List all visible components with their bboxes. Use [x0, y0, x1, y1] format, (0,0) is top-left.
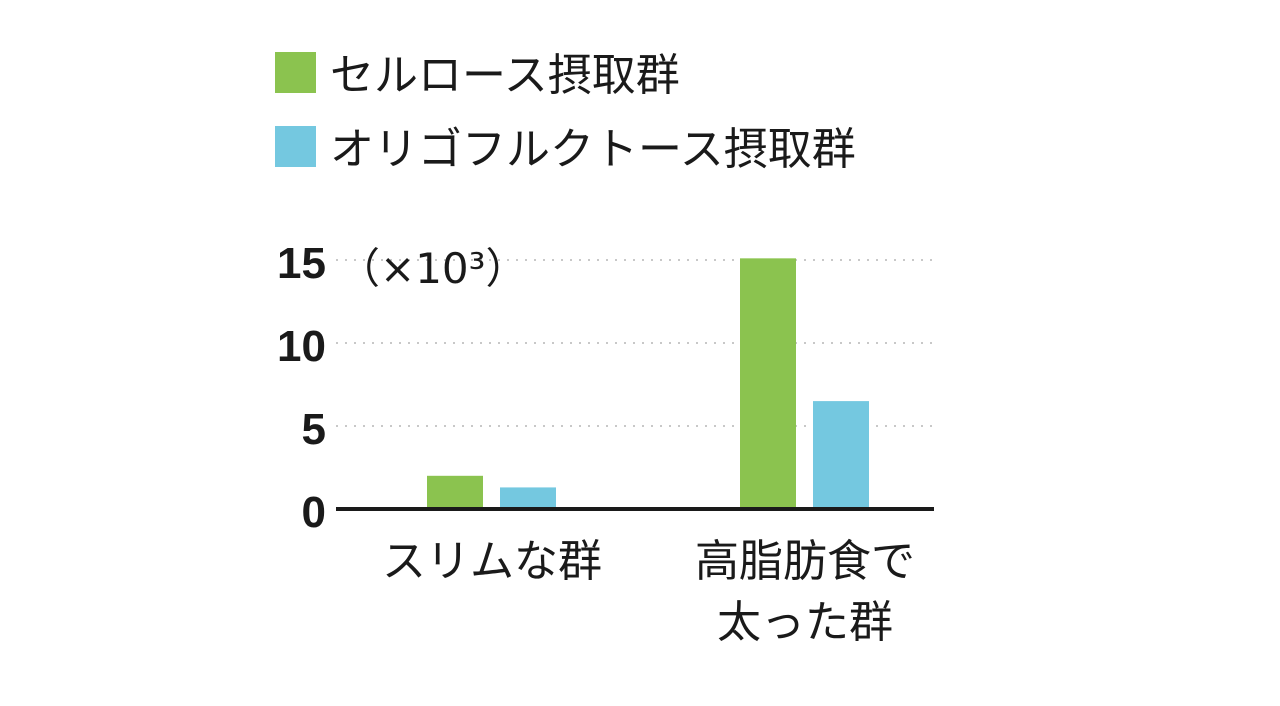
- y-tick-label: 0: [302, 488, 326, 537]
- y-axis-ticks: 0 5 10 15: [277, 239, 326, 537]
- bar: [740, 258, 796, 509]
- bar: [500, 487, 556, 509]
- bar: [427, 475, 483, 509]
- bars: [427, 258, 869, 509]
- category-label: 太った群: [717, 597, 893, 648]
- y-tick-label: 15: [277, 239, 326, 288]
- y-tick-label: 5: [302, 405, 326, 454]
- category-label: 高脂肪食で: [695, 536, 915, 587]
- bar: [813, 401, 869, 509]
- legend-swatch: [275, 52, 316, 93]
- legend-swatch: [275, 126, 316, 167]
- gridlines: [336, 259, 934, 427]
- legend-label: セルロース摂取群: [330, 50, 680, 101]
- category-label: スリムな群: [382, 536, 602, 587]
- y-axis-unit-label: （×10³）: [338, 244, 527, 293]
- legend-label: オリゴフルクトース摂取群: [330, 124, 856, 175]
- y-tick-label: 10: [277, 322, 326, 371]
